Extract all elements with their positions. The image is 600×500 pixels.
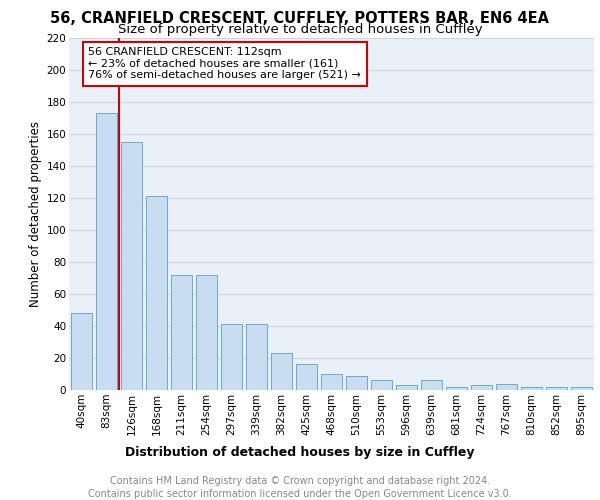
Bar [171, 274, 192, 390]
Bar [146, 196, 167, 390]
Y-axis label: Number of detached properties: Number of detached properties [29, 120, 43, 306]
Bar [71, 313, 92, 390]
Bar [496, 384, 517, 390]
Bar [346, 376, 367, 390]
Text: Contains HM Land Registry data © Crown copyright and database right 2024.
Contai: Contains HM Land Registry data © Crown c… [88, 476, 512, 499]
Bar [296, 364, 317, 390]
Bar [446, 387, 467, 390]
Bar [421, 380, 442, 390]
Bar [521, 387, 542, 390]
Bar [396, 385, 417, 390]
Bar [321, 374, 342, 390]
Text: 56 CRANFIELD CRESCENT: 112sqm
← 23% of detached houses are smaller (161)
76% of : 56 CRANFIELD CRESCENT: 112sqm ← 23% of d… [89, 47, 361, 80]
Text: Size of property relative to detached houses in Cuffley: Size of property relative to detached ho… [118, 22, 482, 36]
Bar [471, 385, 492, 390]
Bar [96, 113, 117, 390]
Bar [221, 324, 242, 390]
Bar [196, 274, 217, 390]
Bar [546, 387, 567, 390]
Text: 56, CRANFIELD CRESCENT, CUFFLEY, POTTERS BAR, EN6 4EA: 56, CRANFIELD CRESCENT, CUFFLEY, POTTERS… [50, 11, 550, 26]
Text: Distribution of detached houses by size in Cuffley: Distribution of detached houses by size … [125, 446, 475, 459]
Bar [271, 353, 292, 390]
Bar [121, 142, 142, 390]
Bar [246, 324, 267, 390]
Bar [371, 380, 392, 390]
Bar [571, 387, 592, 390]
